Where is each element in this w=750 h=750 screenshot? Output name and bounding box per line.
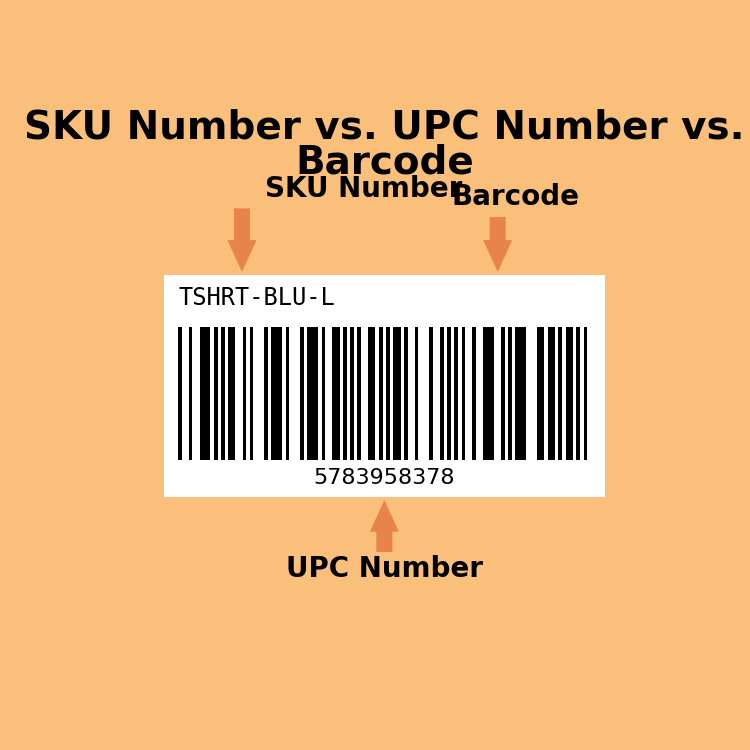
- Bar: [368, 327, 376, 460]
- Bar: [358, 327, 361, 460]
- Bar: [308, 327, 318, 460]
- Bar: [272, 327, 282, 460]
- Bar: [343, 327, 346, 460]
- Bar: [379, 327, 382, 460]
- Bar: [461, 327, 465, 460]
- Text: TSHRT-BLU-L: TSHRT-BLU-L: [178, 286, 334, 310]
- Bar: [404, 327, 408, 460]
- Bar: [164, 274, 605, 497]
- Bar: [322, 327, 326, 460]
- Bar: [559, 327, 562, 460]
- Text: SKU Number: SKU Number: [266, 175, 463, 202]
- Bar: [228, 327, 236, 460]
- Polygon shape: [227, 209, 256, 272]
- Bar: [250, 327, 254, 460]
- Bar: [393, 327, 400, 460]
- Bar: [189, 327, 193, 460]
- Bar: [264, 327, 268, 460]
- Bar: [286, 327, 290, 460]
- Bar: [509, 327, 512, 460]
- Text: SKU Number vs. UPC Number vs.: SKU Number vs. UPC Number vs.: [24, 109, 745, 146]
- Bar: [548, 327, 555, 460]
- Bar: [415, 327, 419, 460]
- Text: UPC Number: UPC Number: [286, 555, 483, 583]
- Bar: [576, 327, 580, 460]
- Bar: [454, 327, 458, 460]
- Polygon shape: [370, 500, 399, 552]
- Bar: [200, 327, 210, 460]
- Polygon shape: [483, 217, 512, 272]
- Bar: [537, 327, 544, 460]
- Bar: [243, 327, 246, 460]
- Bar: [221, 327, 225, 460]
- Text: Barcode: Barcode: [452, 183, 579, 211]
- Bar: [178, 327, 182, 460]
- Bar: [300, 327, 304, 460]
- Bar: [447, 327, 451, 460]
- Text: Barcode: Barcode: [295, 143, 474, 182]
- Bar: [566, 327, 573, 460]
- Bar: [483, 327, 494, 460]
- Bar: [515, 327, 526, 460]
- Bar: [332, 327, 340, 460]
- Bar: [350, 327, 354, 460]
- Bar: [386, 327, 390, 460]
- Bar: [501, 327, 505, 460]
- Bar: [584, 327, 587, 460]
- Bar: [472, 327, 476, 460]
- Text: 5783958378: 5783958378: [314, 469, 455, 488]
- Bar: [214, 327, 217, 460]
- Bar: [429, 327, 433, 460]
- Bar: [440, 327, 443, 460]
